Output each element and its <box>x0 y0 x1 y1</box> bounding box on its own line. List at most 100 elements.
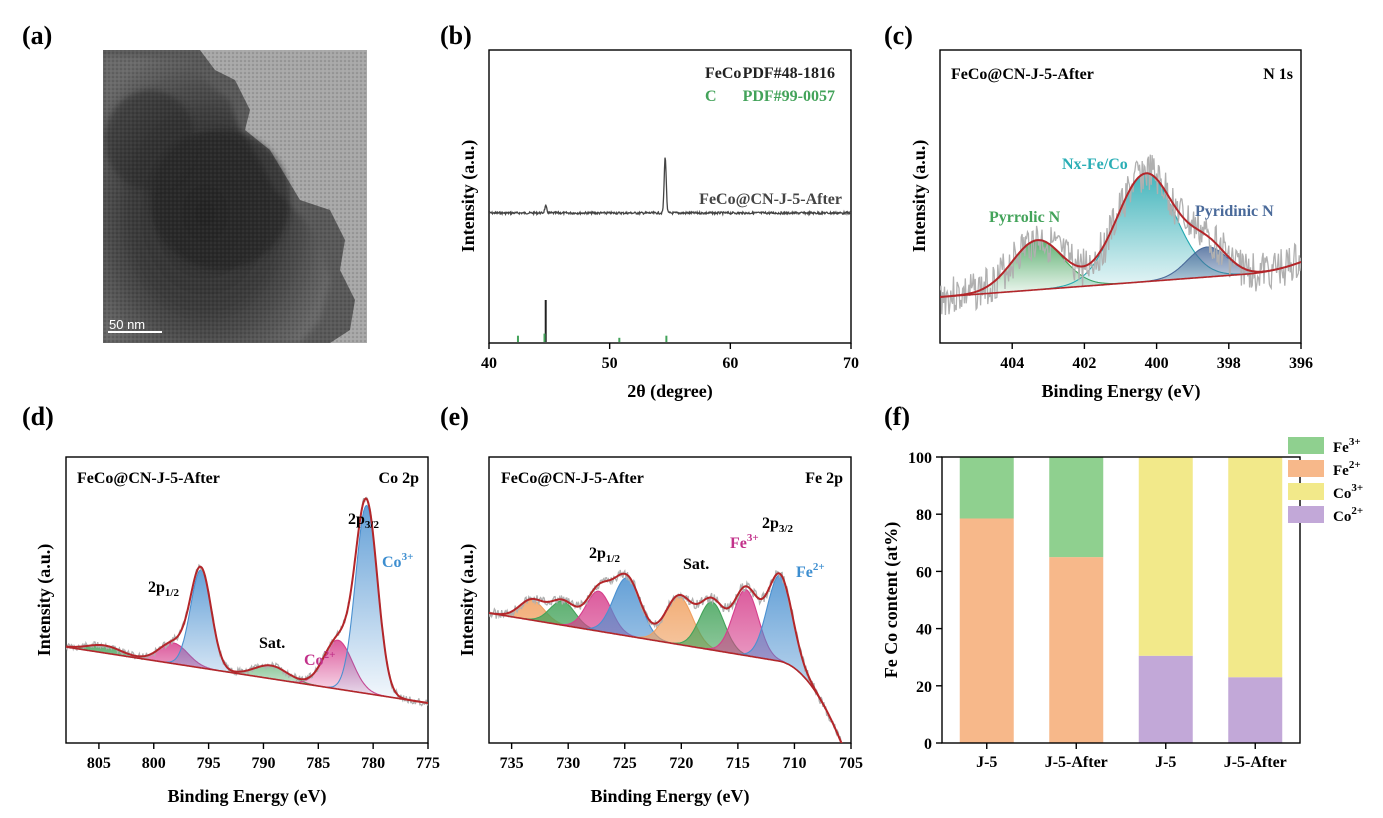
co2p-chart: 805 800 795 790 785 780 775 FeCo@CN-J-5-After … <box>34 456 440 807</box>
n1s-y-axis-label: Intensity (a.u.) <box>909 140 930 253</box>
n1s-axes-frame <box>939 49 1302 344</box>
bar-y-axis-label: Fe Co content (at%) <box>881 522 902 678</box>
label-pyridinic-n: Pyridinic N <box>1195 203 1274 220</box>
legend-entry: Fe3+ <box>1333 436 1361 456</box>
content-bar-chart: J-5 J-5-After J-5 J-5-After 0 20 40 60 80 100 Fe3… <box>881 436 1363 771</box>
legend-swatch <box>1288 483 1324 500</box>
tem-image: 50 nm <box>103 50 367 343</box>
xrd-x-axis-label: 2θ (degree) <box>627 381 713 402</box>
co2p-y-axis-label: Intensity (a.u.) <box>34 544 55 657</box>
fe2p-xtick-label: 705 <box>839 755 863 772</box>
n1s-xtick-label: 404 <box>1000 355 1024 372</box>
label-nx-fe-co: Nx-Fe/Co <box>1062 156 1128 173</box>
co2p-xtick-label: 795 <box>197 755 221 772</box>
xrd-pattern-line <box>488 157 852 217</box>
co2p-envelope <box>66 497 428 704</box>
bar-ytick-label: 60 <box>916 564 932 581</box>
panel-label-d: (d) <box>22 402 54 431</box>
legend-entry: Co2+ <box>1333 505 1363 525</box>
xrd-chart: 40 50 60 70 2θ (degree) Intensity (a.u.) Fe… <box>458 49 859 402</box>
co2p-sat-label: Sat. <box>259 635 285 652</box>
fe2p-component-fill <box>489 600 842 743</box>
fe2p-component-fill <box>489 589 842 743</box>
legend-feco-ref: PDF#48-1816 <box>743 65 835 82</box>
bar-segment <box>1138 457 1193 656</box>
panel-label-b: (b) <box>440 21 472 50</box>
co2p-region-title: Co 2p <box>379 470 420 487</box>
fe2p-2p12-label: 2p1/2 <box>589 545 620 565</box>
legend-feco-name: FeCo <box>705 65 741 82</box>
bar-ytick-label: 20 <box>916 679 932 696</box>
co2p-component-fill <box>66 505 428 703</box>
fe2p-fe3-label: Fe3+ <box>730 532 759 552</box>
legend-c-name: C <box>705 88 717 105</box>
fe2p-sat-label: Sat. <box>683 556 709 573</box>
fe2p-x-axis-label: Binding Energy (eV) <box>590 786 749 807</box>
bar-segment <box>959 457 1014 519</box>
panel-label-f: (f) <box>884 402 910 431</box>
n1s-component-fill <box>940 173 1301 297</box>
xrd-xtick-label: 50 <box>602 355 618 372</box>
n1s-region-title: N 1s <box>1263 66 1293 83</box>
fe2p-y-axis-label: Intensity (a.u.) <box>457 544 478 657</box>
panel-label-a: (a) <box>22 21 52 50</box>
legend-swatch <box>1288 506 1324 523</box>
bar-category-label: J-5 <box>976 754 997 771</box>
label-pyrrolic-n: Pyrrolic N <box>989 209 1061 226</box>
n1s-sample-title: FeCo@CN-J-5-After <box>951 66 1094 83</box>
fe2p-background <box>489 612 843 743</box>
co2p-co3-label: Co3+ <box>382 551 413 571</box>
xrd-series-label: FeCo@CN-J-5-After <box>699 191 842 208</box>
bar-category-label: J-5-After <box>1224 754 1287 771</box>
fe2p-region-title: Fe 2p <box>805 470 843 487</box>
scale-bar-label: 50 nm <box>109 317 145 332</box>
n1s-xtick-label: 402 <box>1072 355 1096 372</box>
n1s-xtick-label: 398 <box>1217 355 1241 372</box>
xrd-y-axis-label: Intensity (a.u.) <box>458 140 479 253</box>
co2p-xtick-label: 780 <box>361 755 385 772</box>
fe2p-xtick-label: 730 <box>556 755 580 772</box>
fe2p-xtick-label: 715 <box>726 755 750 772</box>
fe2p-2p32-label: 2p3/2 <box>762 515 793 535</box>
n1s-background <box>940 261 1301 298</box>
co2p-component-fill <box>66 645 428 703</box>
n1s-component-fill <box>940 240 1301 297</box>
co2p-background <box>66 646 428 704</box>
co2p-xtick-label: 775 <box>416 755 440 772</box>
xrd-axes-frame <box>488 49 852 344</box>
legend-entry: Co3+ <box>1333 482 1363 502</box>
bar-segment <box>959 518 1014 743</box>
bar-category-label: J-5-After <box>1045 754 1108 771</box>
bar-ytick-label: 40 <box>916 622 932 639</box>
fe2p-sample-title: FeCo@CN-J-5-After <box>501 470 644 487</box>
fe2p-envelope <box>489 572 843 743</box>
co2p-co2-label: Co2+ <box>304 649 335 669</box>
legend-entry: Fe2+ <box>1333 459 1361 479</box>
co2p-xtick-label: 790 <box>251 755 275 772</box>
co2p-2p12-label: 2p1/2 <box>148 579 179 599</box>
n1s-chart: 404 402 400 398 396 FeCo@CN-J-5-After N 1s P… <box>909 49 1313 402</box>
fe2p-chart: 735 730 725 720 715 710 705 FeCo@CN-J-5-After … <box>457 456 863 807</box>
fe2p-axes-frame <box>488 456 852 744</box>
n1s-raw-data <box>940 154 1301 316</box>
fe2p-xtick-label: 720 <box>669 755 693 772</box>
legend-swatch <box>1288 437 1324 454</box>
panel-label-e: (e) <box>440 402 469 431</box>
bar-ytick-label: 100 <box>908 450 932 467</box>
co2p-axes-frame <box>65 456 429 744</box>
legend-swatch <box>1288 460 1324 477</box>
panel-label-c: (c) <box>884 21 913 50</box>
legend-c-ref: PDF#99-0057 <box>743 88 835 105</box>
fe2p-xtick-label: 710 <box>782 755 806 772</box>
n1s-component-fill <box>940 247 1301 297</box>
xrd-xtick-label: 40 <box>481 355 497 372</box>
n1s-xtick-label: 400 <box>1145 355 1169 372</box>
xrd-xtick-label: 70 <box>843 355 859 372</box>
co2p-xtick-label: 800 <box>142 755 166 772</box>
bar-ytick-label: 0 <box>924 736 932 753</box>
bar-ytick-label: 80 <box>916 507 932 524</box>
fe2p-component-fill <box>489 596 842 743</box>
fe2p-fe2-label: Fe2+ <box>796 561 825 581</box>
co2p-component-fill <box>66 642 428 703</box>
